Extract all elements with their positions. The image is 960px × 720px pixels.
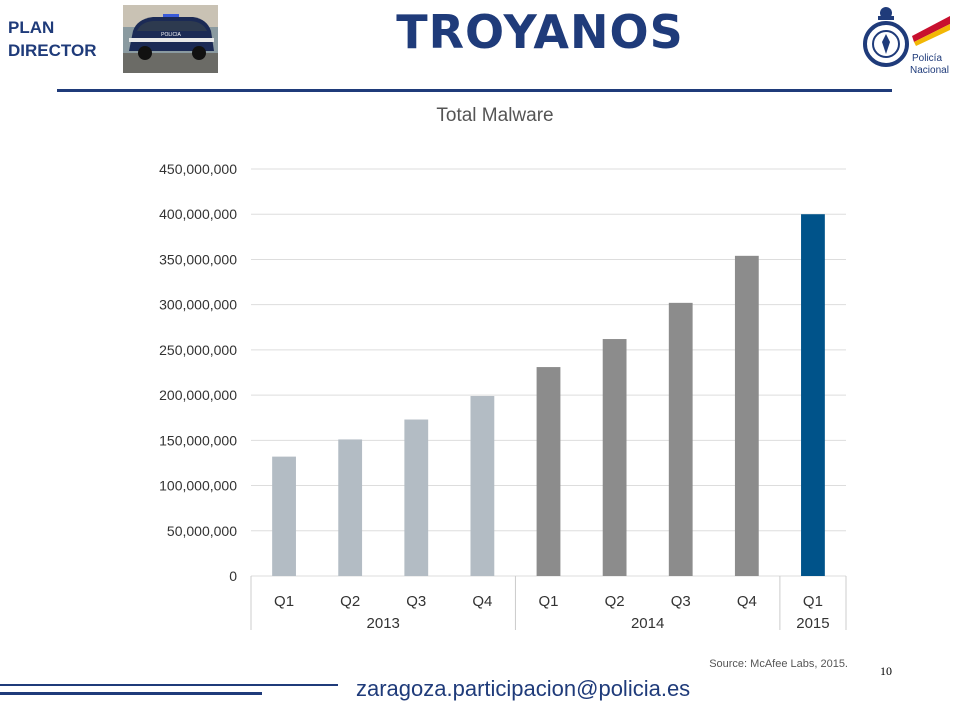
- bar-2015-q1: [801, 214, 825, 576]
- police-car-photo: POLICIA: [123, 5, 218, 73]
- x-tick-label: Q1: [803, 593, 823, 610]
- y-tick-label: 200,000,000: [159, 387, 237, 403]
- x-tick-label: Q2: [605, 593, 625, 610]
- x-tick-label: Q2: [340, 593, 360, 610]
- y-tick-label: 400,000,000: [159, 206, 237, 222]
- bar-2013-q1: [272, 456, 296, 576]
- x-tick-label: Q3: [406, 593, 426, 610]
- footer-rule-top: [0, 684, 338, 686]
- y-tick-label: 100,000,000: [159, 478, 237, 494]
- header-divider: [57, 89, 892, 92]
- x-group-label: 2015: [796, 615, 829, 632]
- x-tick-label: Q4: [737, 593, 757, 610]
- x-tick-label: Q1: [538, 593, 558, 610]
- y-tick-label: 50,000,000: [167, 523, 237, 539]
- x-tick-label: Q3: [671, 593, 691, 610]
- x-tick-label: Q1: [274, 593, 294, 610]
- y-tick-label: 150,000,000: [159, 432, 237, 448]
- y-tick-label: 450,000,000: [159, 161, 237, 177]
- logo-text-line1: Policía: [912, 53, 942, 64]
- plan-director-label: PLAN DIRECTOR: [8, 16, 96, 62]
- chart-source: Source: McAfee Labs, 2015.: [709, 658, 848, 670]
- y-tick-label: 350,000,000: [159, 251, 237, 267]
- policia-nacional-logo: Policía Nacional: [863, 7, 950, 76]
- y-tick-label: 250,000,000: [159, 342, 237, 358]
- bar-2014-q3: [668, 302, 693, 576]
- bar-2013-q2: [338, 439, 363, 576]
- x-group-label: 2013: [367, 615, 400, 632]
- y-tick-label: 0: [229, 568, 237, 584]
- bar-2014-q2: [602, 339, 627, 576]
- page-number: 10: [880, 664, 892, 678]
- contact-email[interactable]: zaragoza.participacion@policia.es: [356, 676, 691, 701]
- car-marking-text: POLICIA: [161, 32, 181, 38]
- y-tick-label: 300,000,000: [159, 297, 237, 313]
- chart-title: Total Malware: [436, 105, 553, 126]
- footer-rule-bottom: [0, 692, 262, 695]
- total-malware-chart: Total Malware 0 50,000,000 100,000,000 150,…: [159, 105, 848, 670]
- plan-label-line2: DIRECTOR: [8, 41, 97, 60]
- plan-label-line1: PLAN: [8, 18, 55, 37]
- bar-2013-q4: [470, 396, 495, 576]
- x-tick-label: Q4: [472, 593, 492, 610]
- bar-2013-q3: [404, 419, 429, 576]
- logo-text-line2: Nacional: [910, 65, 949, 76]
- bar-2014-q4: [734, 255, 759, 576]
- page-title: TROYANOS: [396, 5, 684, 59]
- bar-2014-q1: [536, 367, 561, 576]
- x-group-label: 2014: [631, 615, 664, 632]
